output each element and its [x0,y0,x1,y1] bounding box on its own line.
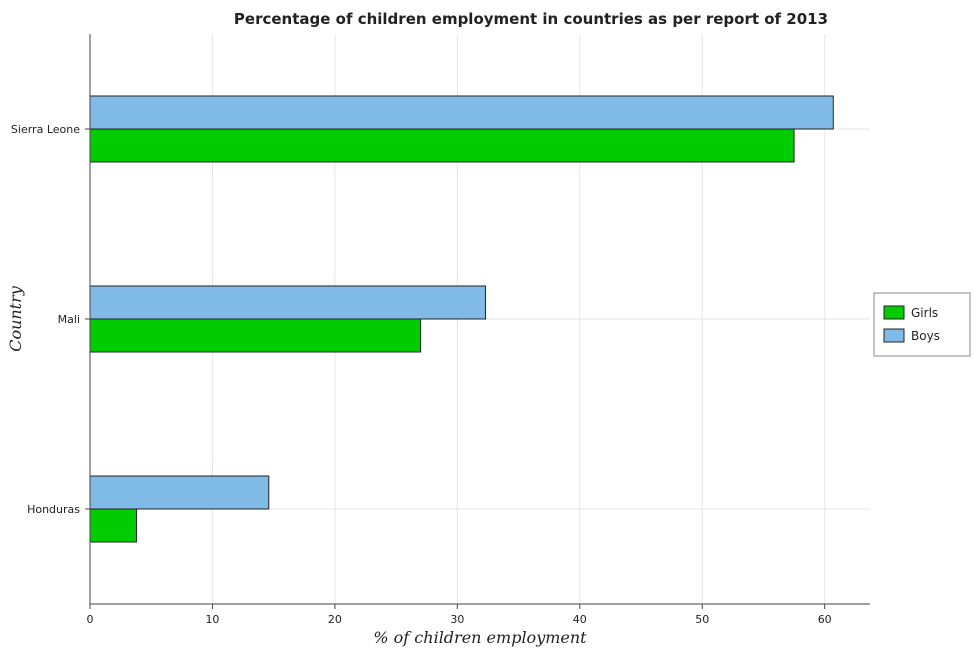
bar-girls-sierra-leone [89,128,795,163]
bar-boys-sierra-leone [89,95,834,130]
x-tick-label: 10 [205,613,219,626]
y-axis-ticks: Honduras Mali Sierra Leone [11,123,90,516]
bars [89,95,834,543]
x-tick-label: 30 [450,613,464,626]
legend-label-girls: Girls [911,306,938,320]
bar-boys-mali [89,285,487,320]
legend-box [873,292,971,357]
y-tick-label: Honduras [27,503,80,516]
x-tick-label: 50 [695,613,709,626]
y-axis-label: Country [6,285,25,352]
legend-label-boys: Boys [911,329,940,343]
legend-swatch-girls [883,305,905,320]
x-tick-label: 60 [818,613,832,626]
x-tick-label: 0 [87,613,94,626]
chart-title: Percentage of children employment in cou… [234,10,828,28]
x-axis-ticks: 0 10 20 30 40 50 60 [87,604,832,626]
legend: Girls Boys [873,292,971,357]
legend-swatch-boys [883,328,905,343]
x-tick-label: 40 [573,613,587,626]
bar-girls-mali [89,318,422,353]
bar-boys-honduras [89,475,270,510]
bar-girls-honduras [89,508,138,543]
x-tick-label: 20 [328,613,342,626]
x-axis-label: % of children employment [373,628,587,647]
y-tick-label: Sierra Leone [11,123,80,136]
y-tick-label: Mali [58,313,80,326]
